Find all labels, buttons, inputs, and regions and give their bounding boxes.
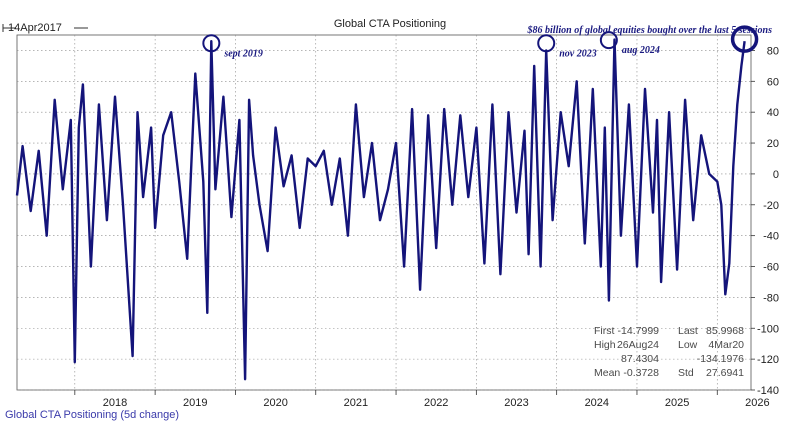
stat-value: 26Aug24	[617, 339, 659, 351]
legend-label: Global CTA Positioning (5d change)	[5, 409, 179, 421]
y-axis: 80 60 40 20 0 -20 -40 -60 -80 -100 -120 -140	[751, 45, 779, 397]
start-date-label: 14Apr2017	[8, 22, 62, 34]
y-tick-label: 40	[767, 107, 779, 119]
y-tick-label: 20	[767, 138, 779, 150]
stat-label2: Low	[678, 339, 698, 351]
x-tick-label: 2019	[183, 397, 207, 409]
y-tick-label: -80	[763, 292, 779, 304]
x-tick-label: 2022	[424, 397, 448, 409]
x-tick-label: 2020	[263, 397, 287, 409]
highlight-circle	[202, 34, 221, 53]
stat-value2: 85.9968	[706, 325, 744, 337]
highlight-circle	[730, 25, 759, 53]
highlight-circle	[537, 34, 556, 53]
headline-annotation: $86 billion of global equities bought ov…	[527, 25, 773, 36]
x-tick-label: 2025	[665, 397, 689, 409]
x-tick-label: 2018	[103, 397, 127, 409]
series-line	[15, 38, 746, 381]
highlight-circles	[202, 25, 759, 53]
stat-value2: -134.1976	[697, 353, 744, 365]
stat-label: Mean	[594, 367, 620, 379]
stat-value: -0.3728	[623, 367, 659, 379]
y-tick-label: -20	[763, 200, 779, 212]
y-tick-label: -140	[757, 385, 779, 397]
stat-value2: 27.6941	[706, 367, 744, 379]
annotation-label: aug 2024	[622, 45, 660, 56]
y-tick-label: -40	[763, 231, 779, 243]
y-tick-label: -60	[763, 262, 779, 274]
x-tick-label: 2021	[344, 397, 368, 409]
stats-box: First -14.7999 Last 85.9968 High 26Aug24 Low 4M…	[594, 325, 744, 379]
stat-value: 87.4304	[621, 353, 659, 365]
highlight-circle	[599, 31, 618, 50]
annotation-label: sept 2019	[223, 48, 263, 59]
y-tick-label: -120	[757, 354, 779, 366]
stat-label: High	[594, 339, 616, 351]
x-tick-label: 2024	[585, 397, 609, 409]
annotation-labels: sept 2019 nov 2023 aug 2024	[223, 45, 660, 59]
x-tick-label: 2023	[504, 397, 528, 409]
stat-value: -14.7999	[618, 325, 660, 337]
x-tick-label: 2026	[745, 397, 769, 409]
y-tick-label: 60	[767, 76, 779, 88]
annotation-label: nov 2023	[559, 48, 597, 59]
plot-area	[16, 34, 752, 391]
stat-label: First	[594, 325, 614, 337]
y-tick-label: -100	[757, 323, 779, 335]
stat-value2: 4Mar20	[708, 339, 744, 351]
x-axis: 2018 2019 2020 2021 2022 2023 2024 2025 2026	[74, 390, 770, 409]
y-tick-label: 0	[773, 169, 779, 181]
y-tick-label: 80	[767, 45, 779, 57]
stat-label2: Std	[678, 367, 694, 379]
stat-label2: Last	[678, 325, 698, 337]
chart-title: Global CTA Positioning	[334, 18, 446, 30]
